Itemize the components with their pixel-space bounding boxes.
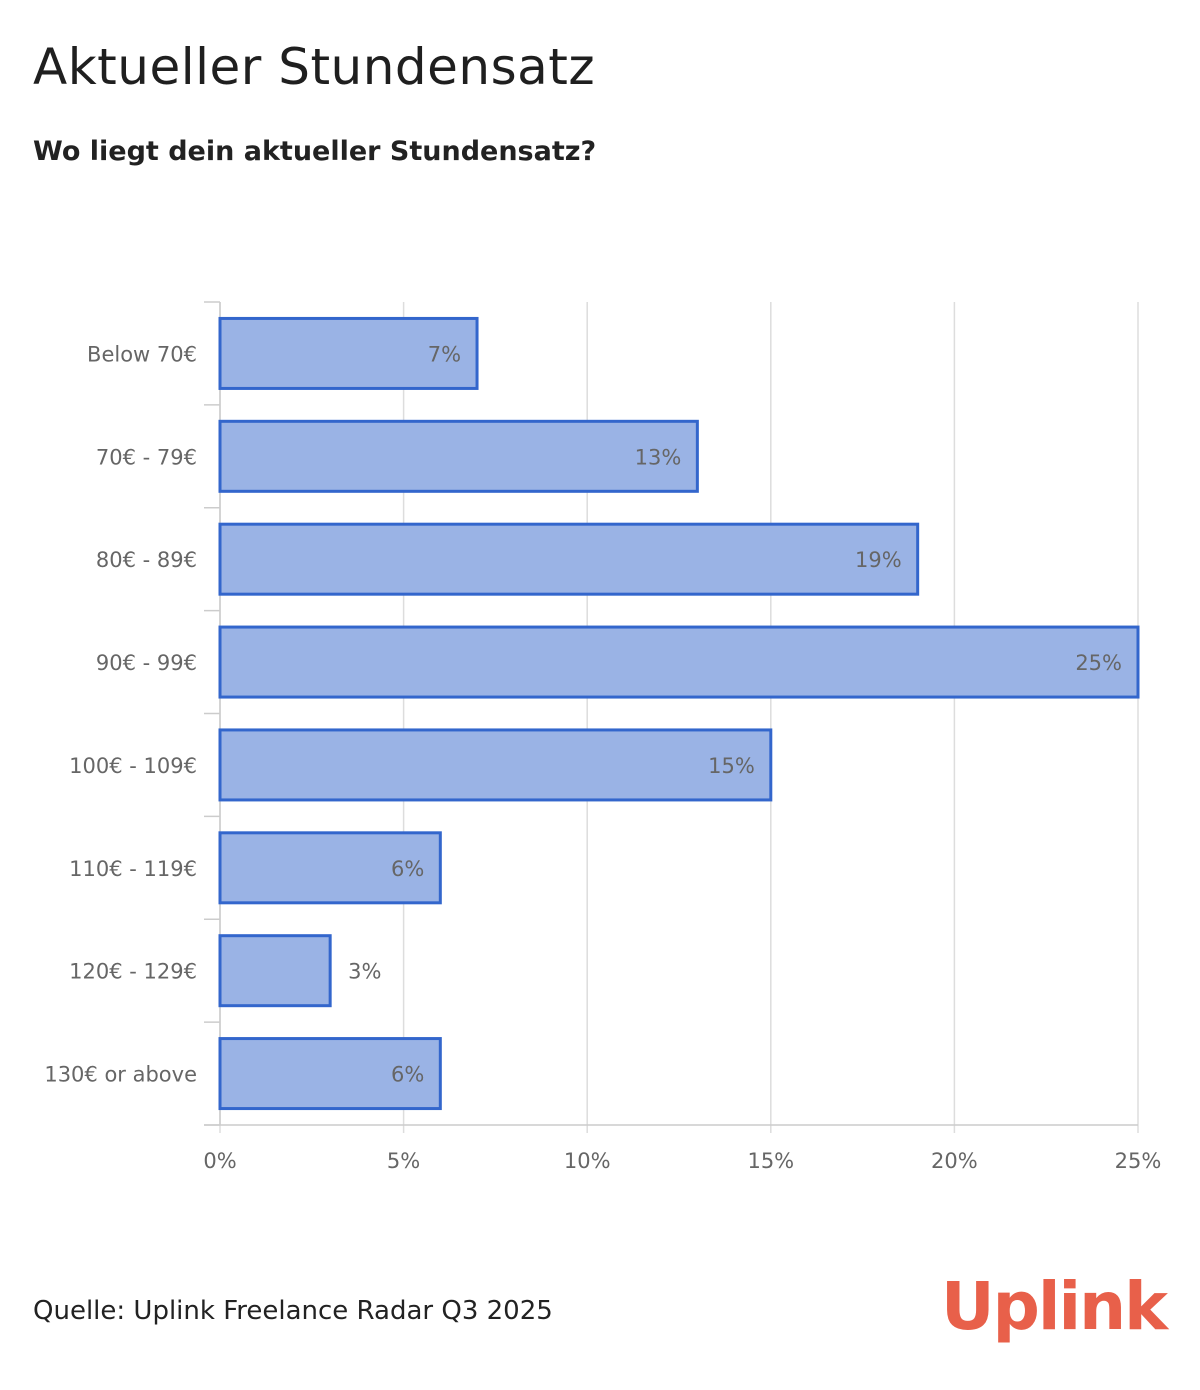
brand-logo: Uplink <box>941 1268 1168 1345</box>
x-tick-label: 25% <box>1115 1149 1162 1173</box>
bar <box>218 1037 442 1111</box>
x-tick-label: 15% <box>747 1149 794 1173</box>
bar <box>218 831 442 905</box>
category-label: 120€ - 129€ <box>69 960 197 984</box>
bar <box>218 316 479 390</box>
bar <box>218 522 920 596</box>
category-label: 80€ - 89€ <box>96 548 197 572</box>
bar-chart: 0% 5% 10% 15% 20% 25% 7% Below 70€ 13% 70€ - 79€ 1… <box>44 301 1161 1173</box>
category-label: Below 70€ <box>87 342 197 366</box>
data-label: 6% <box>391 857 424 881</box>
data-label: 15% <box>708 754 755 778</box>
data-label: 19% <box>855 548 902 572</box>
data-label: 3% <box>348 960 381 984</box>
category-label: 110€ - 119€ <box>69 857 197 881</box>
data-label: 7% <box>428 342 461 366</box>
x-tick-label: 5% <box>387 1149 420 1173</box>
bar-layer <box>218 316 1140 1111</box>
x-tick-label: 20% <box>931 1149 978 1173</box>
x-tick-label: 10% <box>564 1149 611 1173</box>
bar <box>218 625 1140 699</box>
page-title: Aktueller Stundensatz <box>33 38 596 96</box>
label-layer: 0% 5% 10% 15% 20% 25% 7% Below 70€ 13% 70€ - 79€ 1… <box>44 342 1161 1173</box>
page-subtitle: Wo liegt dein aktueller Stundensatz? <box>33 136 597 167</box>
category-label: 70€ - 79€ <box>96 445 197 469</box>
data-label: 25% <box>1075 651 1122 675</box>
category-label: 130€ or above <box>44 1063 197 1087</box>
category-label: 90€ - 99€ <box>96 651 197 675</box>
data-label: 13% <box>635 445 682 469</box>
bar <box>218 419 699 493</box>
bar <box>218 728 773 802</box>
category-label: 100€ - 109€ <box>69 754 197 778</box>
source-note: Quelle: Uplink Freelance Radar Q3 2025 <box>33 1296 553 1326</box>
data-label: 6% <box>391 1063 424 1087</box>
bar <box>218 934 332 1008</box>
x-tick-label: 0% <box>203 1149 236 1173</box>
